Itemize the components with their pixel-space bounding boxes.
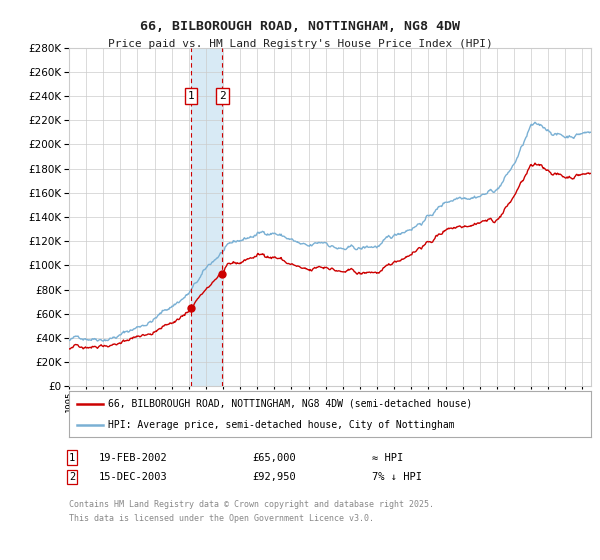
Text: 19-FEB-2002: 19-FEB-2002 — [99, 452, 168, 463]
Text: £65,000: £65,000 — [252, 452, 296, 463]
Text: 66, BILBOROUGH ROAD, NOTTINGHAM, NG8 4DW: 66, BILBOROUGH ROAD, NOTTINGHAM, NG8 4DW — [140, 20, 460, 32]
Text: 1: 1 — [69, 452, 75, 463]
Text: 15-DEC-2003: 15-DEC-2003 — [99, 472, 168, 482]
Text: Price paid vs. HM Land Registry's House Price Index (HPI): Price paid vs. HM Land Registry's House … — [107, 39, 493, 49]
Text: 7% ↓ HPI: 7% ↓ HPI — [372, 472, 422, 482]
Text: ≈ HPI: ≈ HPI — [372, 452, 403, 463]
Text: 66, BILBOROUGH ROAD, NOTTINGHAM, NG8 4DW (semi-detached house): 66, BILBOROUGH ROAD, NOTTINGHAM, NG8 4DW… — [108, 399, 472, 409]
Text: £92,950: £92,950 — [252, 472, 296, 482]
Text: Contains HM Land Registry data © Crown copyright and database right 2025.: Contains HM Land Registry data © Crown c… — [69, 500, 434, 508]
Text: This data is licensed under the Open Government Licence v3.0.: This data is licensed under the Open Gov… — [69, 514, 374, 523]
Text: 2: 2 — [219, 91, 226, 101]
Bar — [191, 48, 223, 386]
Text: 1: 1 — [187, 91, 194, 101]
Text: HPI: Average price, semi-detached house, City of Nottingham: HPI: Average price, semi-detached house,… — [108, 421, 455, 430]
Text: 2: 2 — [69, 472, 75, 482]
